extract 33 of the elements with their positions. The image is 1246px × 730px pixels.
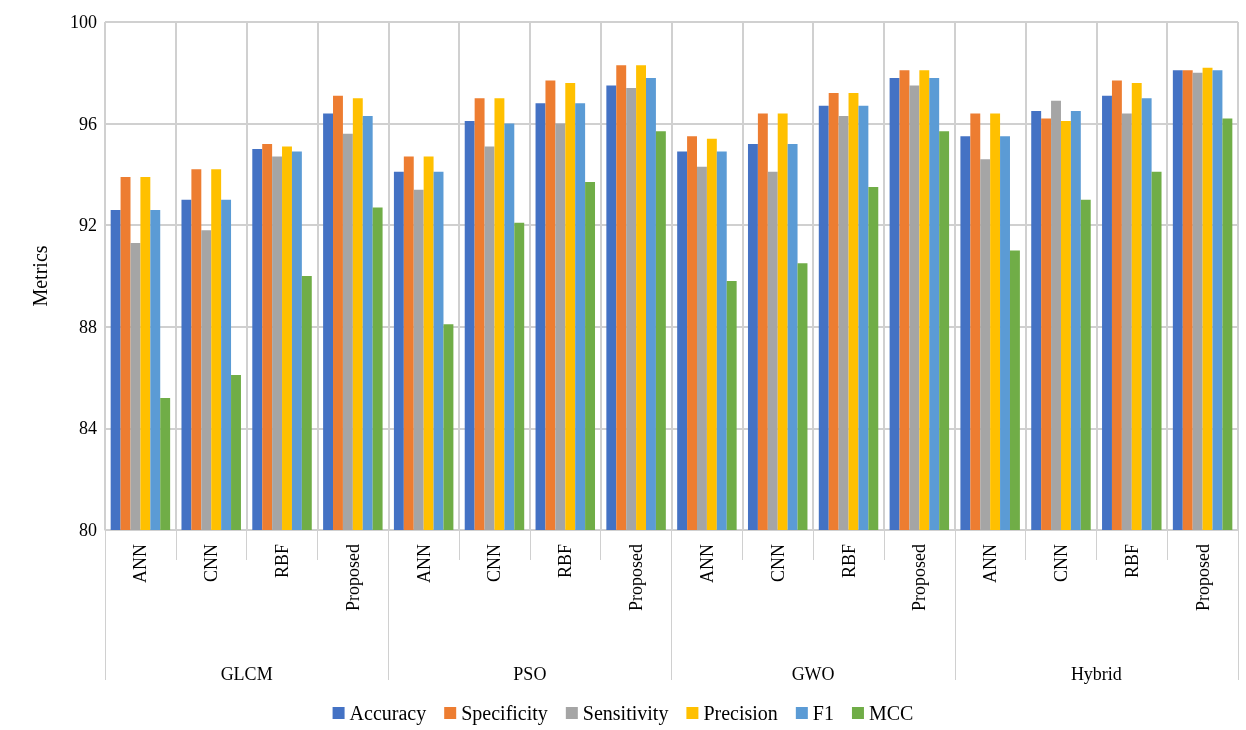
legend-label: Specificity [461,702,548,725]
x-tick-label: CNN [1050,544,1071,583]
y-tick-label: 88 [79,316,97,337]
text: GLCM [220,664,273,684]
legend-label: Sensitivity [582,702,669,725]
x-tick-label: RBF [1121,544,1142,579]
legend-label: Accuracy [349,702,427,725]
text: PSO [513,664,547,684]
x-tick-label: Proposed [626,544,647,611]
x-tick-label: CNN [767,544,788,583]
text: Hybrid [1070,664,1122,684]
legend-label: MCC [868,702,914,724]
text: GWO [791,664,835,684]
y-tick-label: 80 [79,520,97,540]
y-axis-title: Metrics [29,245,51,307]
x-tick-label: Proposed [342,544,363,611]
x-tick-label: ANN [413,544,434,583]
x-tick-label: CNN [201,544,222,583]
y-tick-label: 84 [79,418,97,439]
x-tick-label: RBF [838,544,859,579]
x-tick-label: ANN [980,544,1001,583]
x-tick-label: Proposed [909,544,930,611]
x-tick-label: CNN [484,544,505,583]
x-tick-label: RBF [272,544,293,579]
legend-label: F1 [812,702,834,724]
legend-label: Precision [703,702,778,724]
x-tick-label: ANN [130,544,151,583]
x-tick-label: RBF [555,544,576,579]
y-tick-label: 96 [79,113,97,134]
y-tick-label: 100 [70,12,97,32]
x-tick-label: ANN [696,544,717,583]
y-tick-label: 92 [79,215,97,236]
x-tick-label: Proposed [1192,544,1213,611]
